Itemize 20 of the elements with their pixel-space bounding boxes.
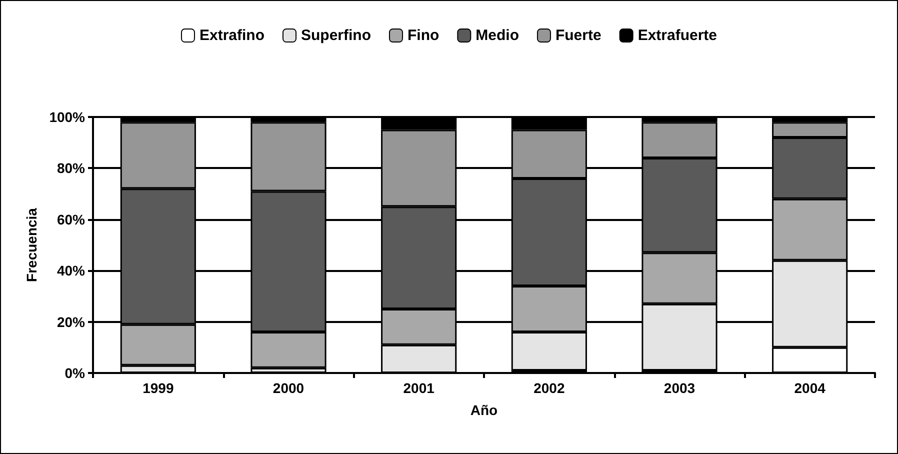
y-tick-label: 100% <box>49 109 86 125</box>
y-tick-label: 40% <box>56 262 86 279</box>
legend-label: Fino <box>407 27 440 44</box>
legend-label: Superfino <box>300 27 371 44</box>
y-axis-title: Frecuencia <box>23 208 40 282</box>
y-tick-label: 20% <box>56 314 86 330</box>
legend-label: Extrafuerte <box>638 27 718 44</box>
x-tick-label: 2001 <box>403 380 435 396</box>
x-tick-label: 2003 <box>664 380 696 396</box>
x-tick-label: 2002 <box>534 380 565 396</box>
x-tick-label: 1999 <box>142 380 174 396</box>
y-tick-label: 0% <box>64 365 86 381</box>
y-tick-label: 80% <box>56 160 86 176</box>
x-tick-label: 2004 <box>794 380 826 396</box>
legend-label: Fuerte <box>555 27 602 44</box>
y-tick-label: 60% <box>56 211 86 228</box>
legend-label: Medio <box>476 27 519 44</box>
x-axis-title: Año <box>470 402 498 418</box>
legend-label: Extrafino <box>199 27 264 44</box>
x-tick-label: 2000 <box>272 380 304 396</box>
